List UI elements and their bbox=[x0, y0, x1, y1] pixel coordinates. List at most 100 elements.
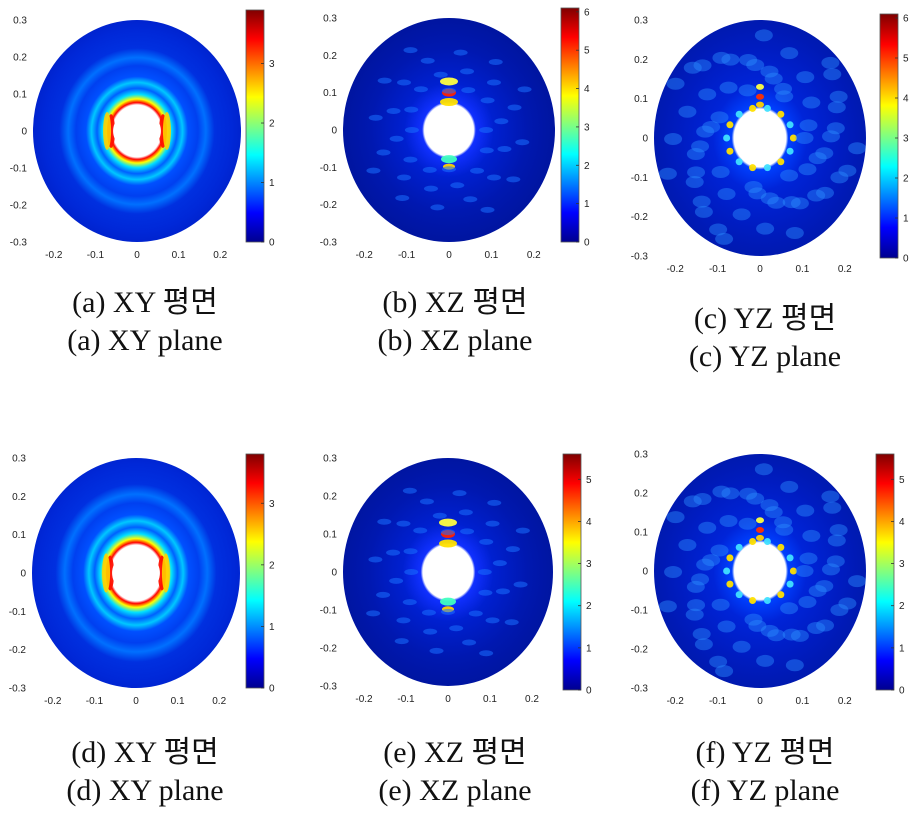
x-tick-label: 0.1 bbox=[483, 694, 497, 705]
field-hotspot bbox=[796, 71, 815, 84]
field-hotspot bbox=[789, 134, 797, 142]
field-hotspot bbox=[702, 554, 721, 567]
caption-a-kr: (a) XY 평면 bbox=[72, 286, 218, 319]
y-tick-label: 0.3 bbox=[634, 450, 648, 461]
colorbar-tick-label: 5 bbox=[903, 54, 909, 65]
colorbar bbox=[562, 453, 582, 691]
field-hotspot bbox=[479, 650, 494, 657]
field-hotspot bbox=[666, 511, 685, 524]
y-tick-label: 0 bbox=[642, 134, 648, 145]
field-hotspot bbox=[735, 110, 743, 118]
colorbar-tick-label: 0 bbox=[586, 686, 592, 697]
field-hotspot bbox=[687, 166, 706, 179]
colorbar-tick-label: 1 bbox=[584, 199, 590, 210]
y-tick-label: -0.2 bbox=[631, 645, 649, 656]
field-hotspot bbox=[397, 79, 412, 86]
field-hotspot bbox=[726, 147, 734, 155]
field-hotspot bbox=[394, 638, 409, 645]
caption-d: (d) XY 평면 (d) XY plane bbox=[0, 734, 290, 810]
x-tick-label: 0.2 bbox=[838, 264, 852, 275]
colorbar-tick-label: 1 bbox=[586, 643, 592, 654]
field-hotspot bbox=[786, 580, 794, 588]
field-hotspot bbox=[764, 506, 783, 519]
field-hotspot bbox=[721, 487, 740, 500]
field-hotspot bbox=[702, 121, 721, 134]
field-hotspot bbox=[692, 628, 711, 641]
field-hotspot bbox=[756, 527, 764, 534]
field-hotspot bbox=[479, 127, 494, 133]
field-hotspot bbox=[691, 140, 710, 153]
field-hotspot bbox=[423, 185, 438, 192]
field-hotspot bbox=[696, 558, 715, 571]
field-hotspot bbox=[744, 613, 763, 626]
field-hotspot bbox=[479, 538, 494, 545]
field-hotspot bbox=[756, 101, 764, 108]
x-tick-label: -0.2 bbox=[355, 694, 373, 705]
field-hotspot bbox=[433, 71, 448, 78]
field-hotspot bbox=[439, 539, 457, 548]
field-hotspot bbox=[397, 174, 412, 181]
x-tick-label: -0.2 bbox=[667, 264, 685, 275]
field-hotspot bbox=[798, 595, 817, 608]
field-hotspot bbox=[396, 520, 411, 527]
field-annulus bbox=[33, 20, 241, 242]
field-hotspot bbox=[738, 84, 757, 97]
field-hotspot bbox=[808, 152, 827, 165]
y-tick-label: 0.1 bbox=[634, 528, 648, 539]
field-hotspot bbox=[458, 509, 473, 516]
field-hotspot bbox=[404, 127, 419, 133]
field-hotspot bbox=[103, 112, 112, 150]
field-hotspot bbox=[780, 169, 799, 182]
field-hotspot bbox=[441, 155, 457, 164]
field-hotspot bbox=[816, 619, 835, 632]
y-tick-label: 0 bbox=[642, 567, 648, 578]
x-tick-label: 0.2 bbox=[212, 696, 226, 707]
y-tick-label: 0.3 bbox=[323, 14, 337, 25]
field-hotspot bbox=[477, 569, 492, 575]
colorbar-tick-label: 3 bbox=[903, 134, 909, 145]
field-hotspot bbox=[492, 560, 507, 567]
field-hotspot bbox=[838, 164, 857, 177]
field-hotspot bbox=[515, 527, 530, 534]
field-hotspot bbox=[726, 121, 734, 129]
field-hotspot bbox=[732, 640, 751, 653]
field-hotspot bbox=[735, 591, 743, 599]
field-hotspot bbox=[754, 29, 773, 42]
field-hotspot bbox=[517, 86, 532, 93]
field-hotspot bbox=[711, 598, 730, 611]
field-hotspot bbox=[802, 529, 821, 542]
field-hotspot bbox=[442, 166, 456, 173]
x-tick-label: 0.2 bbox=[838, 696, 852, 707]
field-hotspot bbox=[774, 82, 793, 95]
field-hotspot bbox=[796, 504, 815, 517]
field-hotspot bbox=[735, 158, 743, 166]
field-hotspot bbox=[746, 492, 765, 505]
colorbar-tick-label: 1 bbox=[269, 178, 275, 189]
colorbar-tick-label: 4 bbox=[899, 517, 905, 528]
x-tick-label: -0.1 bbox=[398, 250, 416, 261]
field-hotspot bbox=[739, 487, 758, 500]
field-hotspot bbox=[807, 189, 826, 202]
field-hotspot bbox=[429, 647, 444, 654]
field-hotspot bbox=[798, 163, 817, 176]
field-hotspot bbox=[848, 142, 866, 155]
field-hotspot bbox=[485, 617, 500, 624]
field-hotspot bbox=[838, 597, 857, 610]
field-hotspot bbox=[389, 577, 404, 584]
field-hotspot bbox=[774, 516, 793, 529]
y-tick-label: 0.1 bbox=[634, 94, 648, 105]
field-hotspot bbox=[808, 584, 827, 597]
field-hotspot bbox=[717, 188, 736, 201]
y-tick-label: -0.3 bbox=[631, 252, 649, 263]
field-hotspot bbox=[686, 580, 705, 593]
x-tick-label: 0 bbox=[445, 694, 451, 705]
x-tick-label: 0 bbox=[757, 696, 763, 707]
colorbar bbox=[875, 453, 895, 691]
colorbar-tick-label: 6 bbox=[903, 14, 909, 25]
colorbar-tick-label: 0 bbox=[899, 686, 905, 697]
field-hotspot bbox=[775, 90, 794, 103]
field-hotspot bbox=[739, 54, 758, 67]
y-tick-label: -0.1 bbox=[9, 607, 27, 618]
field-hotspot bbox=[802, 96, 821, 109]
field-hotspot bbox=[485, 520, 500, 527]
